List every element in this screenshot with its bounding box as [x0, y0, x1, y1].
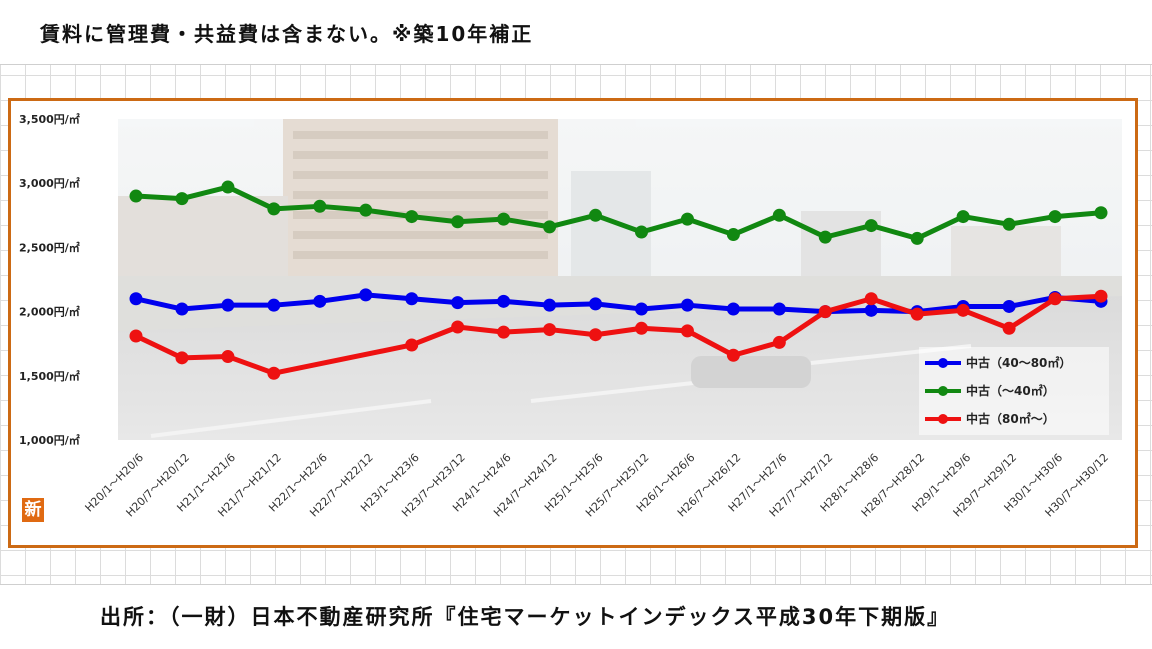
data-point-s1-20	[1048, 210, 1062, 224]
data-point-s1-16	[864, 219, 878, 233]
data-point-s2-19	[1002, 321, 1016, 335]
data-point-s1-14	[772, 208, 786, 222]
y-tick-label: 2,500円/㎡	[19, 240, 80, 254]
new-badge-icon: 新	[22, 498, 44, 522]
data-point-s0-11	[634, 302, 648, 316]
data-point-s2-21	[1094, 289, 1108, 303]
data-point-s0-8	[497, 294, 511, 308]
data-point-s2-14	[772, 335, 786, 349]
data-point-s1-6	[405, 210, 419, 224]
data-point-s0-6	[405, 292, 419, 306]
data-point-s1-19	[1002, 217, 1016, 231]
data-point-s2-7	[451, 320, 465, 334]
y-tick-label: 1,500円/㎡	[19, 369, 80, 383]
data-point-s0-19	[1002, 299, 1016, 313]
data-point-s0-0	[129, 292, 143, 306]
data-point-s2-2	[221, 350, 235, 364]
data-point-s2-16	[864, 292, 878, 306]
data-point-s2-3	[267, 366, 281, 380]
data-point-s0-4	[313, 294, 327, 308]
data-point-s1-8	[497, 212, 511, 226]
y-tick-label: 3,000円/㎡	[19, 176, 80, 190]
data-point-s2-1	[175, 351, 189, 365]
data-point-s1-2	[221, 180, 235, 194]
data-point-s1-9	[543, 220, 557, 234]
data-point-s2-9	[543, 323, 557, 337]
line-chart: 3,500円/㎡ 3,000円/㎡ 2,500円/㎡ 2,000円/㎡ 1,500円/㎡…	[19, 112, 1122, 520]
data-point-s1-7	[451, 215, 465, 229]
series-line-0	[135, 292, 1102, 315]
data-point-s2-8	[497, 325, 511, 339]
legend-marker-green	[938, 386, 948, 396]
legend-marker-blue	[938, 358, 948, 368]
footer-band: 出所：（一財）日本不動産研究所『住宅マーケットインデックス平成30年下期版』	[0, 584, 1152, 649]
data-point-s1-3	[267, 202, 281, 216]
data-point-s2-6	[405, 338, 419, 352]
data-point-s1-21	[1094, 206, 1108, 220]
y-tick-label: 3,500円/㎡	[19, 112, 80, 126]
legend-label-green: 中古（～40㎡）	[966, 383, 1055, 398]
y-tick-label: 2,000円/㎡	[19, 305, 80, 319]
data-point-s1-12	[680, 212, 694, 226]
data-point-s1-1	[175, 192, 189, 206]
data-point-s0-2	[221, 298, 235, 312]
data-point-s0-1	[175, 302, 189, 316]
data-point-s0-5	[359, 288, 373, 302]
legend-label-blue: 中古（40～80㎡）	[966, 355, 1071, 370]
title-band: 賃料に管理費・共益費は含まない。※築10年補正	[0, 0, 1152, 65]
legend: 中古（40～80㎡） 中古（～40㎡） 中古（80㎡～）	[919, 347, 1109, 435]
page-title: 賃料に管理費・共益費は含まない。※築10年補正	[40, 22, 534, 46]
data-point-s1-11	[634, 225, 648, 239]
data-point-s1-10	[589, 208, 603, 222]
data-point-s2-17	[910, 307, 924, 321]
data-point-s2-15	[818, 305, 832, 319]
data-point-s2-13	[726, 348, 740, 362]
data-point-s2-12	[680, 324, 694, 338]
data-point-s0-12	[680, 298, 694, 312]
data-point-s0-16	[864, 303, 878, 317]
data-point-s1-0	[129, 189, 143, 203]
data-point-s1-18	[956, 210, 970, 224]
data-point-s1-13	[726, 228, 740, 242]
data-point-s1-4	[313, 199, 327, 213]
legend-marker-red	[938, 414, 948, 424]
y-axis: 3,500円/㎡ 3,000円/㎡ 2,500円/㎡ 2,000円/㎡ 1,500円/㎡…	[19, 112, 80, 447]
data-point-s0-9	[543, 298, 557, 312]
legend-item-blue: 中古（40～80㎡）	[925, 355, 1071, 370]
series-line-1	[135, 184, 1102, 241]
data-point-s1-17	[910, 231, 924, 245]
x-axis: H20/1～H20/6H20/7～H20/12H21/1～H21/6H21/7～…	[83, 451, 1112, 520]
data-point-s1-5	[359, 203, 373, 217]
data-point-s2-10	[589, 328, 603, 342]
legend-label-red: 中古（80㎡～）	[966, 411, 1055, 426]
data-point-s2-20	[1048, 292, 1062, 306]
background-photo	[118, 119, 1122, 440]
legend-item-red: 中古（80㎡～）	[925, 411, 1055, 426]
y-tick-label: 1,000円/㎡	[19, 433, 80, 447]
data-point-s2-11	[634, 321, 648, 335]
data-point-s1-15	[818, 230, 832, 244]
legend-item-green: 中古（～40㎡）	[925, 383, 1055, 398]
data-point-s0-7	[451, 296, 465, 310]
data-point-s0-3	[267, 298, 281, 312]
series-line-2	[134, 293, 1102, 376]
data-point-s0-14	[772, 302, 786, 316]
data-point-s0-13	[726, 302, 740, 316]
series-lines	[129, 180, 1108, 380]
data-point-s0-10	[589, 297, 603, 311]
chart-frame: 3,500円/㎡ 3,000円/㎡ 2,500円/㎡ 2,000円/㎡ 1,500円/㎡…	[8, 98, 1138, 548]
data-point-s2-0	[129, 329, 143, 343]
source-note: 出所：（一財）日本不動産研究所『住宅マーケットインデックス平成30年下期版』	[100, 605, 951, 629]
data-point-s2-18	[956, 303, 970, 317]
